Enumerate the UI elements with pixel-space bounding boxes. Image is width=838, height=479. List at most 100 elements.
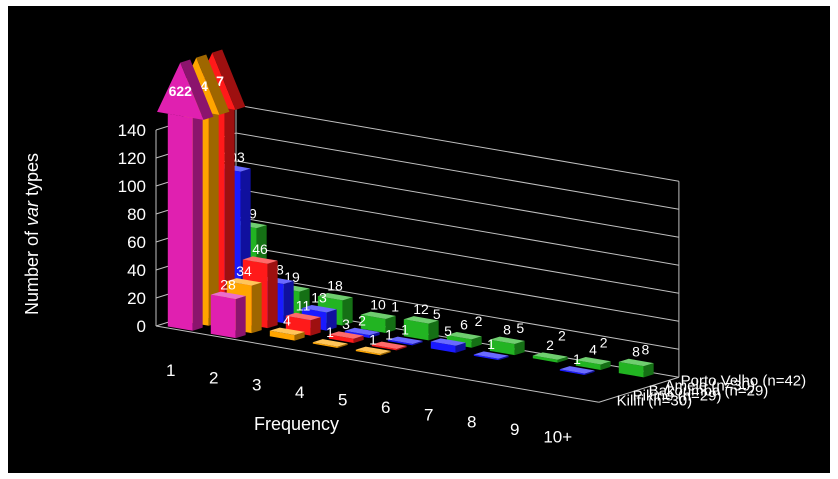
bar-value-label: 1 [573,351,581,367]
bar: 28 [210,276,246,339]
x-tick-label: 4 [295,383,304,402]
bar-side-face [584,370,595,375]
depth-axis-line [598,376,680,403]
bar-value-label: 18 [327,278,343,294]
bar: 4 [269,312,305,341]
extra-value-label: 5 [516,320,524,336]
bar-top-face [618,358,654,367]
bar-side-face [353,335,364,343]
bar-value-label: 13 [311,290,327,306]
y-tick-label: 140 [118,121,146,140]
bar-arrow-side [212,49,246,110]
bar-side-face [514,340,525,356]
bar-value-label: 1 [487,336,495,352]
x-axis-line [155,325,599,403]
bar-top-face [473,351,509,359]
bar-side-face [235,295,246,339]
bar-top-face [559,366,595,374]
x-axis-title: Frequency [254,414,339,434]
x-tick-label: 7 [424,405,433,424]
bar-front-face [489,339,515,356]
bar-value-label: 2 [546,337,554,353]
y-tick-label: 40 [127,261,146,280]
bar-value-label: 5 [444,323,452,339]
bar-value-label: 8 [632,344,640,360]
bar-arrow-side [196,54,230,115]
bar: 1 [473,336,509,361]
extra-value-label: 1 [391,299,399,315]
bar-front-face [210,294,236,339]
bar-side-face [208,109,219,326]
y-tick-label: 120 [118,149,146,168]
y-tick-label: 60 [127,233,146,252]
bar-top-face [226,278,262,286]
bar-side-face [369,332,380,338]
y-tick-labels: 0 20 40 60 80 100 120 140 [118,121,146,336]
bar-top-face [387,336,423,344]
bar-value-label: 46 [252,241,268,257]
bar-value-label: 34 [236,263,252,279]
bar-value-label: 8 [503,321,511,337]
bar-value-label: 1 [369,331,377,347]
extra-value-label: 8 [641,342,649,358]
bar-side-face [342,297,353,326]
bar-top-face [403,316,439,324]
bar-front-face [355,349,381,356]
extra-value-label: 2 [475,313,483,329]
bar-top-face [317,292,353,301]
bar: 10 [360,296,396,333]
bar-top-face [269,327,305,335]
y-tick-label: 100 [118,177,146,196]
bar-top-face [355,346,391,354]
bar: 1 [387,321,423,346]
x-tick-label: 3 [252,376,261,395]
bar-top-face [344,327,380,336]
bar-side-face [412,340,423,346]
x-tick-label: 2 [209,368,218,387]
y-tick-label: 80 [127,205,146,224]
bar-side-face [557,356,568,363]
bar-value-label: 1 [326,324,334,340]
x-tick-label: 9 [510,420,519,439]
bar-top-face [532,352,568,360]
legend-entry: Pikine (n=29) [633,388,722,405]
bar-front-face [371,344,397,351]
bar-side-face [498,355,509,361]
bar-top-face [489,336,525,344]
bar-top-face [285,312,321,321]
bar-top-face [371,341,407,349]
legend-entry: Kilifi (n=30) [617,393,692,410]
bar-front-face [167,113,193,331]
bar: 1 [559,351,595,375]
bar: 4 [575,342,611,370]
bar-top-face [430,338,466,346]
bar-value-label: 6 [460,317,468,333]
bar-side-face [283,280,294,324]
bar-side-face [396,345,407,351]
bar: 1 [312,324,348,348]
bar-front-face [575,360,601,370]
x-tick-label: 10+ [543,427,572,446]
bar-top-face [446,331,482,340]
x-tick-labels: 1 2 3 4 5 6 7 8 9 10+ [166,361,572,447]
bar-top-face [328,331,364,339]
x-tick-label: 6 [381,398,390,417]
bar: 12 [403,301,439,341]
bar-front-face [360,314,386,333]
bar-front-face [559,369,585,375]
bar-arrow-side [180,59,214,120]
bar-front-face [403,319,429,341]
bar-side-face [310,317,321,336]
y-tick-label: 0 [137,317,146,336]
x-tick-label: 1 [166,361,175,380]
bar-value-label: 10 [370,296,386,312]
extra-value-label: 2 [600,334,608,350]
bar-value-label: 4 [589,342,597,358]
bar-front-face [532,355,558,363]
bar-side-face [428,320,439,341]
bar-side-face [251,282,262,334]
bar-top-face [301,304,337,313]
bar-arrow-head [157,62,204,120]
y-axis-title: Number of var types [22,153,42,315]
